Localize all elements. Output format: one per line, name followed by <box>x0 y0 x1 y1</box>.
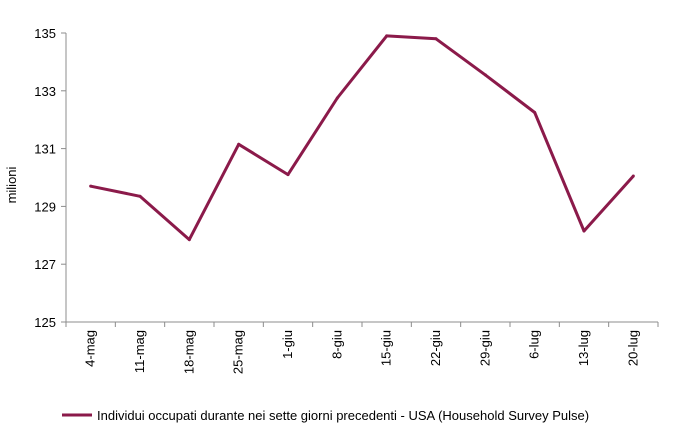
legend-label: Individui occupati durante nei sette gio… <box>97 408 589 423</box>
series-group <box>89 34 635 242</box>
x-tick-label: 22-giu <box>428 330 443 366</box>
x-tick-label: 25-mag <box>231 330 246 374</box>
y-tick-label: 131 <box>34 142 56 157</box>
x-axis-ticks: 4-mag 11-mag 18-mag 25-mag 1-giu 8-giu 15-giu 2… <box>65 322 659 374</box>
data-point <box>335 96 339 100</box>
data-point <box>582 229 586 233</box>
series-line <box>90 34 635 242</box>
x-tick-label: 15-giu <box>379 330 394 366</box>
data-point <box>138 194 142 198</box>
x-tick-label: 4-mag <box>83 330 98 367</box>
data-point <box>89 184 93 188</box>
data-point <box>434 37 438 41</box>
y-tick-label: 129 <box>34 199 56 214</box>
y-axis-title: milioni <box>4 166 19 203</box>
y-tick-label: 125 <box>34 315 56 330</box>
y-tick-label: 127 <box>34 257 56 272</box>
x-tick-label: 11-mag <box>132 330 147 373</box>
x-tick-label: 8-giu <box>329 330 344 359</box>
x-tick-label: 1-giu <box>280 330 295 359</box>
x-tick-label: 13-lug <box>576 330 591 366</box>
data-point <box>237 142 241 146</box>
data-point <box>533 110 537 114</box>
x-tick-label: 29-giu <box>477 330 492 366</box>
data-point <box>187 238 191 242</box>
data-point <box>631 174 635 178</box>
x-tick-label: 20-lug <box>625 330 640 366</box>
legend: Individui occupati durante nei sette gio… <box>62 408 589 423</box>
x-tick-label: 18-mag <box>181 330 196 374</box>
data-point <box>483 73 487 77</box>
y-axis-ticks: 125 127 129 131 133 135 <box>34 26 66 330</box>
y-tick-label: 133 <box>34 84 56 99</box>
data-point <box>286 173 290 177</box>
x-tick-label: 6-lug <box>527 330 542 359</box>
data-point <box>385 34 389 38</box>
y-tick-label: 135 <box>34 26 56 41</box>
